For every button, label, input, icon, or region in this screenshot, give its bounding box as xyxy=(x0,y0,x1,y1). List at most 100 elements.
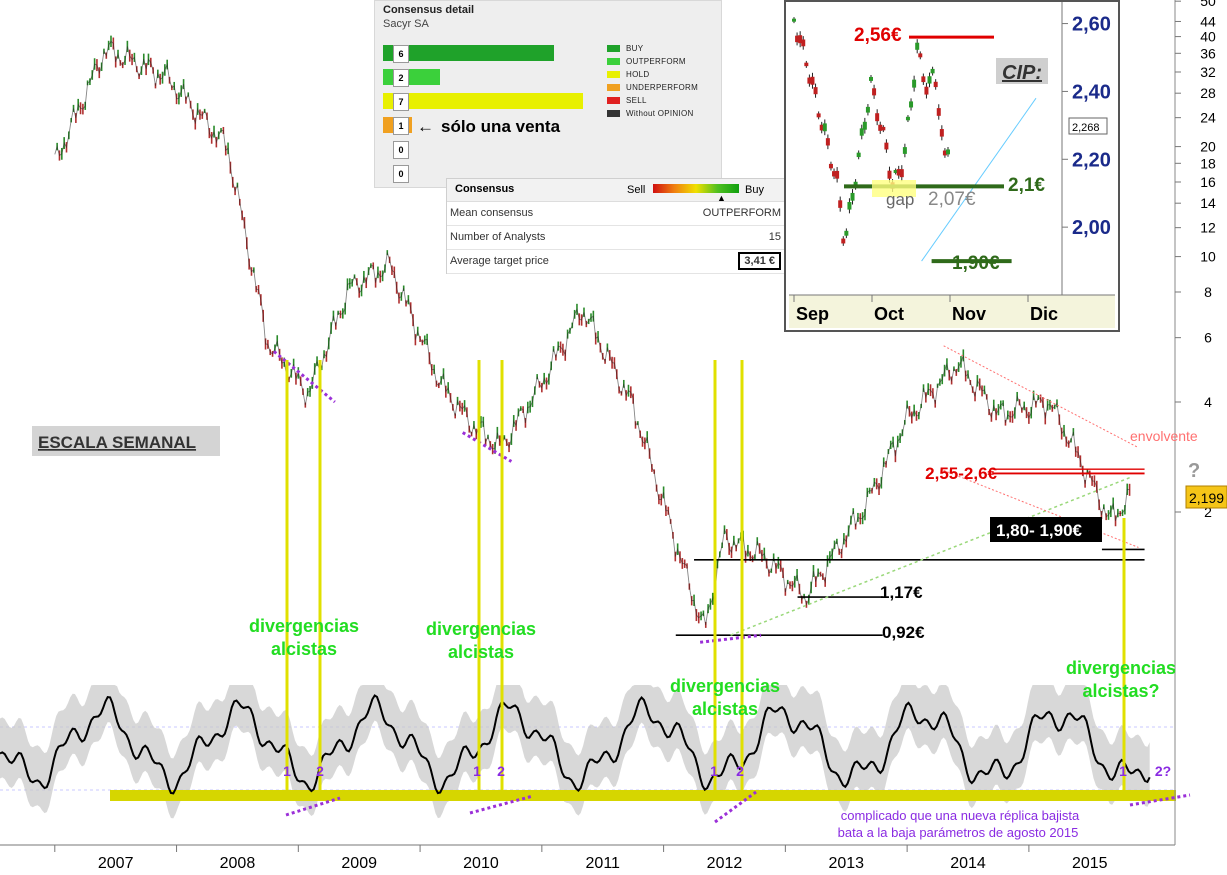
channel-line-top xyxy=(943,345,1139,449)
inset-candle xyxy=(881,126,886,131)
inset-label-2-1: 2,1€ xyxy=(1008,175,1045,196)
inset-candle xyxy=(924,86,929,95)
inset-chart-svg: 2,60 2,40 2,20 2,00 Sep Oct Nov Dic CIP: 2,268 2,5… xyxy=(786,2,1118,330)
inset-candle xyxy=(847,202,852,210)
y-tick-label: 50 xyxy=(1200,0,1216,9)
inset-candle xyxy=(819,124,824,131)
consensus-bar xyxy=(383,69,440,85)
x-tick-label: 2007 xyxy=(98,855,134,872)
consensus-legend-item: HOLD xyxy=(607,70,649,79)
consensus-count: 0 xyxy=(393,141,409,159)
inset-candle xyxy=(884,142,889,150)
inset-candle xyxy=(810,76,815,85)
note-line-2: bata a la baja parámetros de agosto 2015 xyxy=(838,825,1079,840)
support-label-bg xyxy=(990,517,1102,542)
divergence-label: divergencias xyxy=(249,616,359,636)
company-name: Sacyr SA xyxy=(383,18,429,30)
oscillator-divergence-segment xyxy=(1129,793,1191,807)
y-tick-label: 14 xyxy=(1200,195,1216,211)
y-tick-label: 36 xyxy=(1200,45,1216,61)
legend-swatch xyxy=(607,110,620,118)
inset-price-tag: 2,268 xyxy=(1072,122,1100,134)
inset-x-tick-label: Oct xyxy=(874,304,904,324)
consensus-bar xyxy=(383,93,583,109)
x-tick-label: 2008 xyxy=(220,855,256,872)
inset-xaxis-band xyxy=(789,295,1115,328)
inset-candle xyxy=(792,18,796,22)
inset-candle xyxy=(850,192,855,201)
divergence-label: alcistas? xyxy=(1082,681,1159,701)
inset-candle xyxy=(838,200,843,208)
summary-key: Average target price xyxy=(450,255,549,267)
consensus-legend-item: Without OPINION xyxy=(607,109,694,118)
summary-value: 15 xyxy=(768,231,781,243)
inset-candle xyxy=(912,79,917,88)
divergence-label: divergencias xyxy=(426,619,536,639)
x-tick-label: 2011 xyxy=(586,855,621,872)
analysis-overlays xyxy=(273,345,1145,790)
consensus-count: 6 xyxy=(393,45,409,63)
inset-gap-highlight xyxy=(872,180,916,197)
price-divergence-segment xyxy=(273,350,336,404)
inset-candle xyxy=(865,106,870,113)
inset-candle xyxy=(930,68,935,74)
legend-swatch xyxy=(607,84,620,92)
consensus-marker-icon: ▲ xyxy=(717,193,726,203)
inset-candle xyxy=(896,169,901,176)
inset-title-bg xyxy=(996,58,1048,84)
y-tick-label: 40 xyxy=(1200,29,1216,45)
legend-label: BUY xyxy=(626,44,644,53)
inset-candle xyxy=(905,116,910,121)
x-tick-label: 2010 xyxy=(463,855,499,872)
inset-candle xyxy=(859,128,864,136)
inset-label-2-07: 2,07€ xyxy=(928,189,976,210)
consensus-count: 0 xyxy=(393,165,409,183)
sell-label: Sell xyxy=(627,184,646,196)
inset-candle xyxy=(933,81,938,88)
inset-label-2-56: 2,56€ xyxy=(854,25,902,46)
inset-price-tag-bg xyxy=(1068,117,1108,135)
support-1-17-label: 1,17€ xyxy=(880,583,923,602)
current-price-tag-bg xyxy=(1185,485,1227,509)
inset-candle xyxy=(835,170,840,179)
divergence-label: alcistas xyxy=(692,699,758,719)
price-divergence-segment xyxy=(699,633,762,644)
divergence-point-marker: 1 xyxy=(1119,763,1127,779)
inset-y-tick-label: 2,40 xyxy=(1072,81,1111,103)
inset-candle xyxy=(893,169,898,173)
oscillator-support-band xyxy=(110,790,1176,801)
consensus-legend-item: SELL xyxy=(607,96,647,105)
resistance-label: 2,55-2,6€ xyxy=(925,464,997,483)
support-label: 1,80- 1,90€ xyxy=(996,521,1083,540)
inset-candle xyxy=(822,123,827,132)
legend-swatch xyxy=(607,71,620,79)
inset-candle xyxy=(795,35,800,43)
divergence-point-marker: 1 xyxy=(710,763,718,779)
oscillator-divergence-segment xyxy=(469,794,534,815)
consensus-legend-item: BUY xyxy=(607,44,643,53)
annotation-labels: ESCALA SEMANAL 2,55-2,6€ 1,80- 1,90€ 1,17€ 0… xyxy=(32,426,1227,840)
y-tick-label: 2 xyxy=(1204,504,1212,520)
divergence-point-marker: 2? xyxy=(1155,763,1171,779)
daily-inset-chart: 2,60 2,40 2,20 2,00 Sep Oct Nov Dic CIP: 2,268 2,5… xyxy=(784,0,1120,332)
summary-value: 3,41 € xyxy=(738,252,781,270)
oscillator-line xyxy=(0,694,1151,795)
consensus-summary-row: Number of Analysts 15 xyxy=(447,226,787,250)
inset-candle xyxy=(798,35,803,44)
note-line-1: complicado que una nueva réplica bajista xyxy=(841,808,1080,823)
divergence-point-marker: 2 xyxy=(316,763,324,779)
inset-title: CIP: xyxy=(1002,62,1042,84)
buy-label: Buy xyxy=(745,184,764,196)
consensus-summary-row: Average target price 3,41 € xyxy=(447,250,787,274)
legend-swatch xyxy=(607,97,620,105)
x-tick-label: 2015 xyxy=(1072,855,1108,872)
divergence-point-marker: 2 xyxy=(497,763,505,779)
question-label: ? xyxy=(1188,460,1200,482)
divergence-point-marker: 2 xyxy=(736,763,744,779)
x-tick-label: 2014 xyxy=(950,855,986,872)
inset-candle xyxy=(813,87,818,95)
inset-candle xyxy=(946,149,950,155)
divergence-label: divergencias xyxy=(1066,658,1176,678)
